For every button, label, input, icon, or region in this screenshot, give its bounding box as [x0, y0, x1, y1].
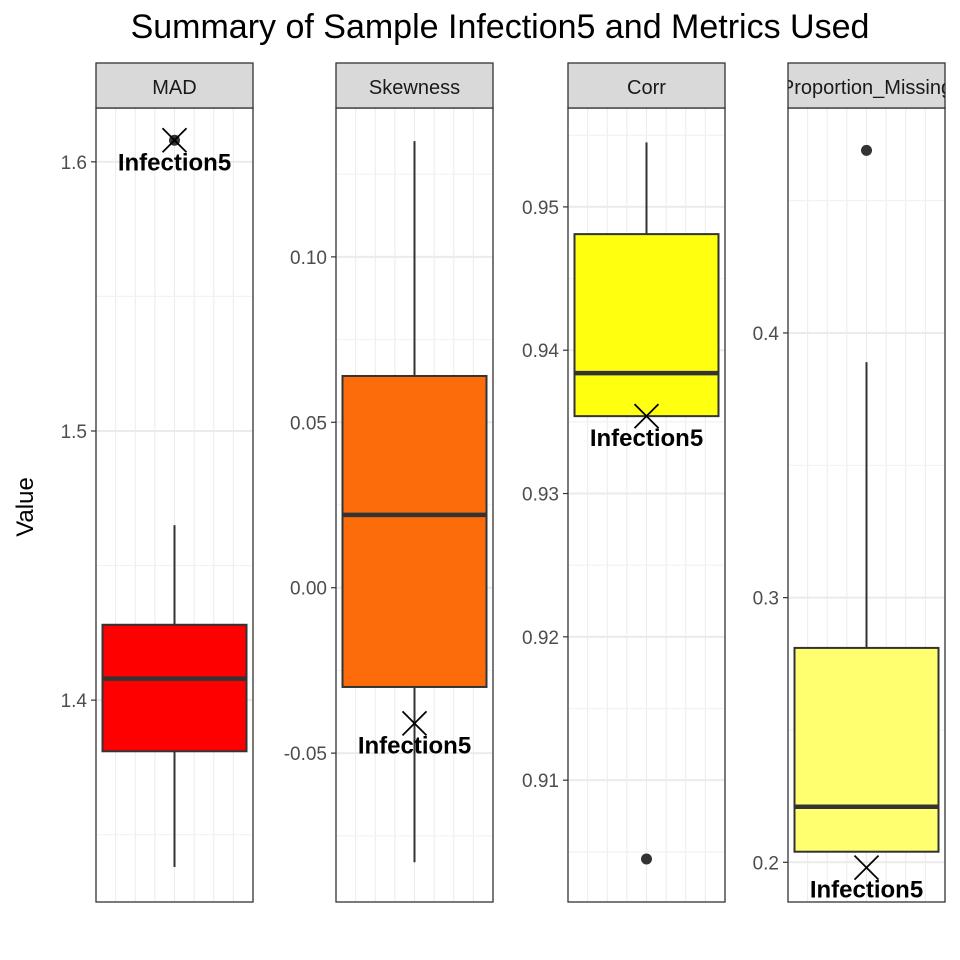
- box-iqr: [573, 233, 720, 418]
- y-tick-label: 0.3: [753, 589, 779, 610]
- box-iqr: [793, 646, 940, 853]
- y-tick-label: -0.05: [284, 744, 327, 765]
- outlier-point: [641, 853, 652, 865]
- box-iqr: [101, 623, 248, 753]
- y-tick-label: 0.4: [753, 324, 780, 345]
- y-tick-label: 0.05: [290, 413, 327, 434]
- highlight-label: Infection5: [118, 149, 231, 176]
- facet-strip-label: Proportion_Missing: [781, 77, 952, 99]
- facet-strip-label: Corr: [627, 77, 666, 99]
- y-tick-label: 1.4: [61, 691, 88, 712]
- highlight-cross: [161, 127, 188, 153]
- chart-title: Summary of Sample Infection5 and Metrics…: [130, 8, 870, 46]
- facet-panel-mad: 1.4 1.5 1.6 Infection5 MAD: [61, 62, 254, 903]
- facet-strip: [95, 62, 254, 109]
- y-tick-label: 1.5: [61, 422, 87, 443]
- y-tick-label: 0.2: [753, 853, 779, 874]
- y-tick-label: 0.92: [522, 628, 559, 649]
- highlight-label: Infection5: [590, 425, 703, 452]
- y-tick-label: 1.6: [61, 153, 87, 174]
- facet-panel-skewness: -0.05 0.00 0.05 0.10 Infection5 Skewness: [284, 62, 494, 903]
- y-tick-label: 0.93: [522, 485, 559, 506]
- outlier-point: [861, 144, 872, 156]
- y-tick-label: 0.00: [290, 579, 327, 600]
- facet-strip: [335, 62, 494, 109]
- y-tick-label: 0.10: [290, 248, 327, 269]
- highlight-label: Infection5: [810, 877, 923, 904]
- box-iqr: [341, 374, 488, 688]
- facet-strip: [787, 62, 946, 109]
- facet-strip-label: Skewness: [369, 77, 460, 99]
- facet-panel-corr: 0.91 0.92 0.93 0.94 0.95 Infection5 Corr: [522, 62, 726, 903]
- y-tick-label: 0.91: [522, 771, 559, 792]
- y-tick-label: 0.94: [522, 341, 559, 362]
- highlight-cross: [633, 403, 660, 429]
- facet-strip: [567, 62, 726, 109]
- facet-strip-label: MAD: [152, 77, 196, 99]
- y-tick-label: 0.95: [522, 198, 559, 219]
- highlight-cross: [853, 854, 880, 881]
- facet-panel-proportion_missing: 0.2 0.3 0.4 Infection5 Proportion_Missing: [753, 62, 952, 904]
- highlight-label: Infection5: [358, 732, 471, 759]
- highlight-cross: [401, 710, 428, 736]
